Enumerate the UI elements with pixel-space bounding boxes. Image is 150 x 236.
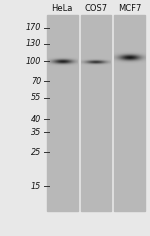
Text: HeLa: HeLa (52, 4, 73, 13)
Text: 100: 100 (26, 57, 41, 66)
Bar (47, 15, 78, 211)
Text: 130: 130 (26, 39, 41, 48)
Bar (81, 15, 111, 211)
Text: 170: 170 (26, 23, 41, 32)
Bar (114, 15, 145, 211)
Text: 15: 15 (31, 182, 41, 191)
Text: COS7: COS7 (84, 4, 108, 13)
Text: 35: 35 (31, 128, 41, 137)
Text: 70: 70 (31, 77, 41, 86)
Text: 40: 40 (31, 115, 41, 124)
Text: MCF7: MCF7 (118, 4, 141, 13)
Text: 25: 25 (31, 148, 41, 157)
Text: 55: 55 (31, 93, 41, 102)
